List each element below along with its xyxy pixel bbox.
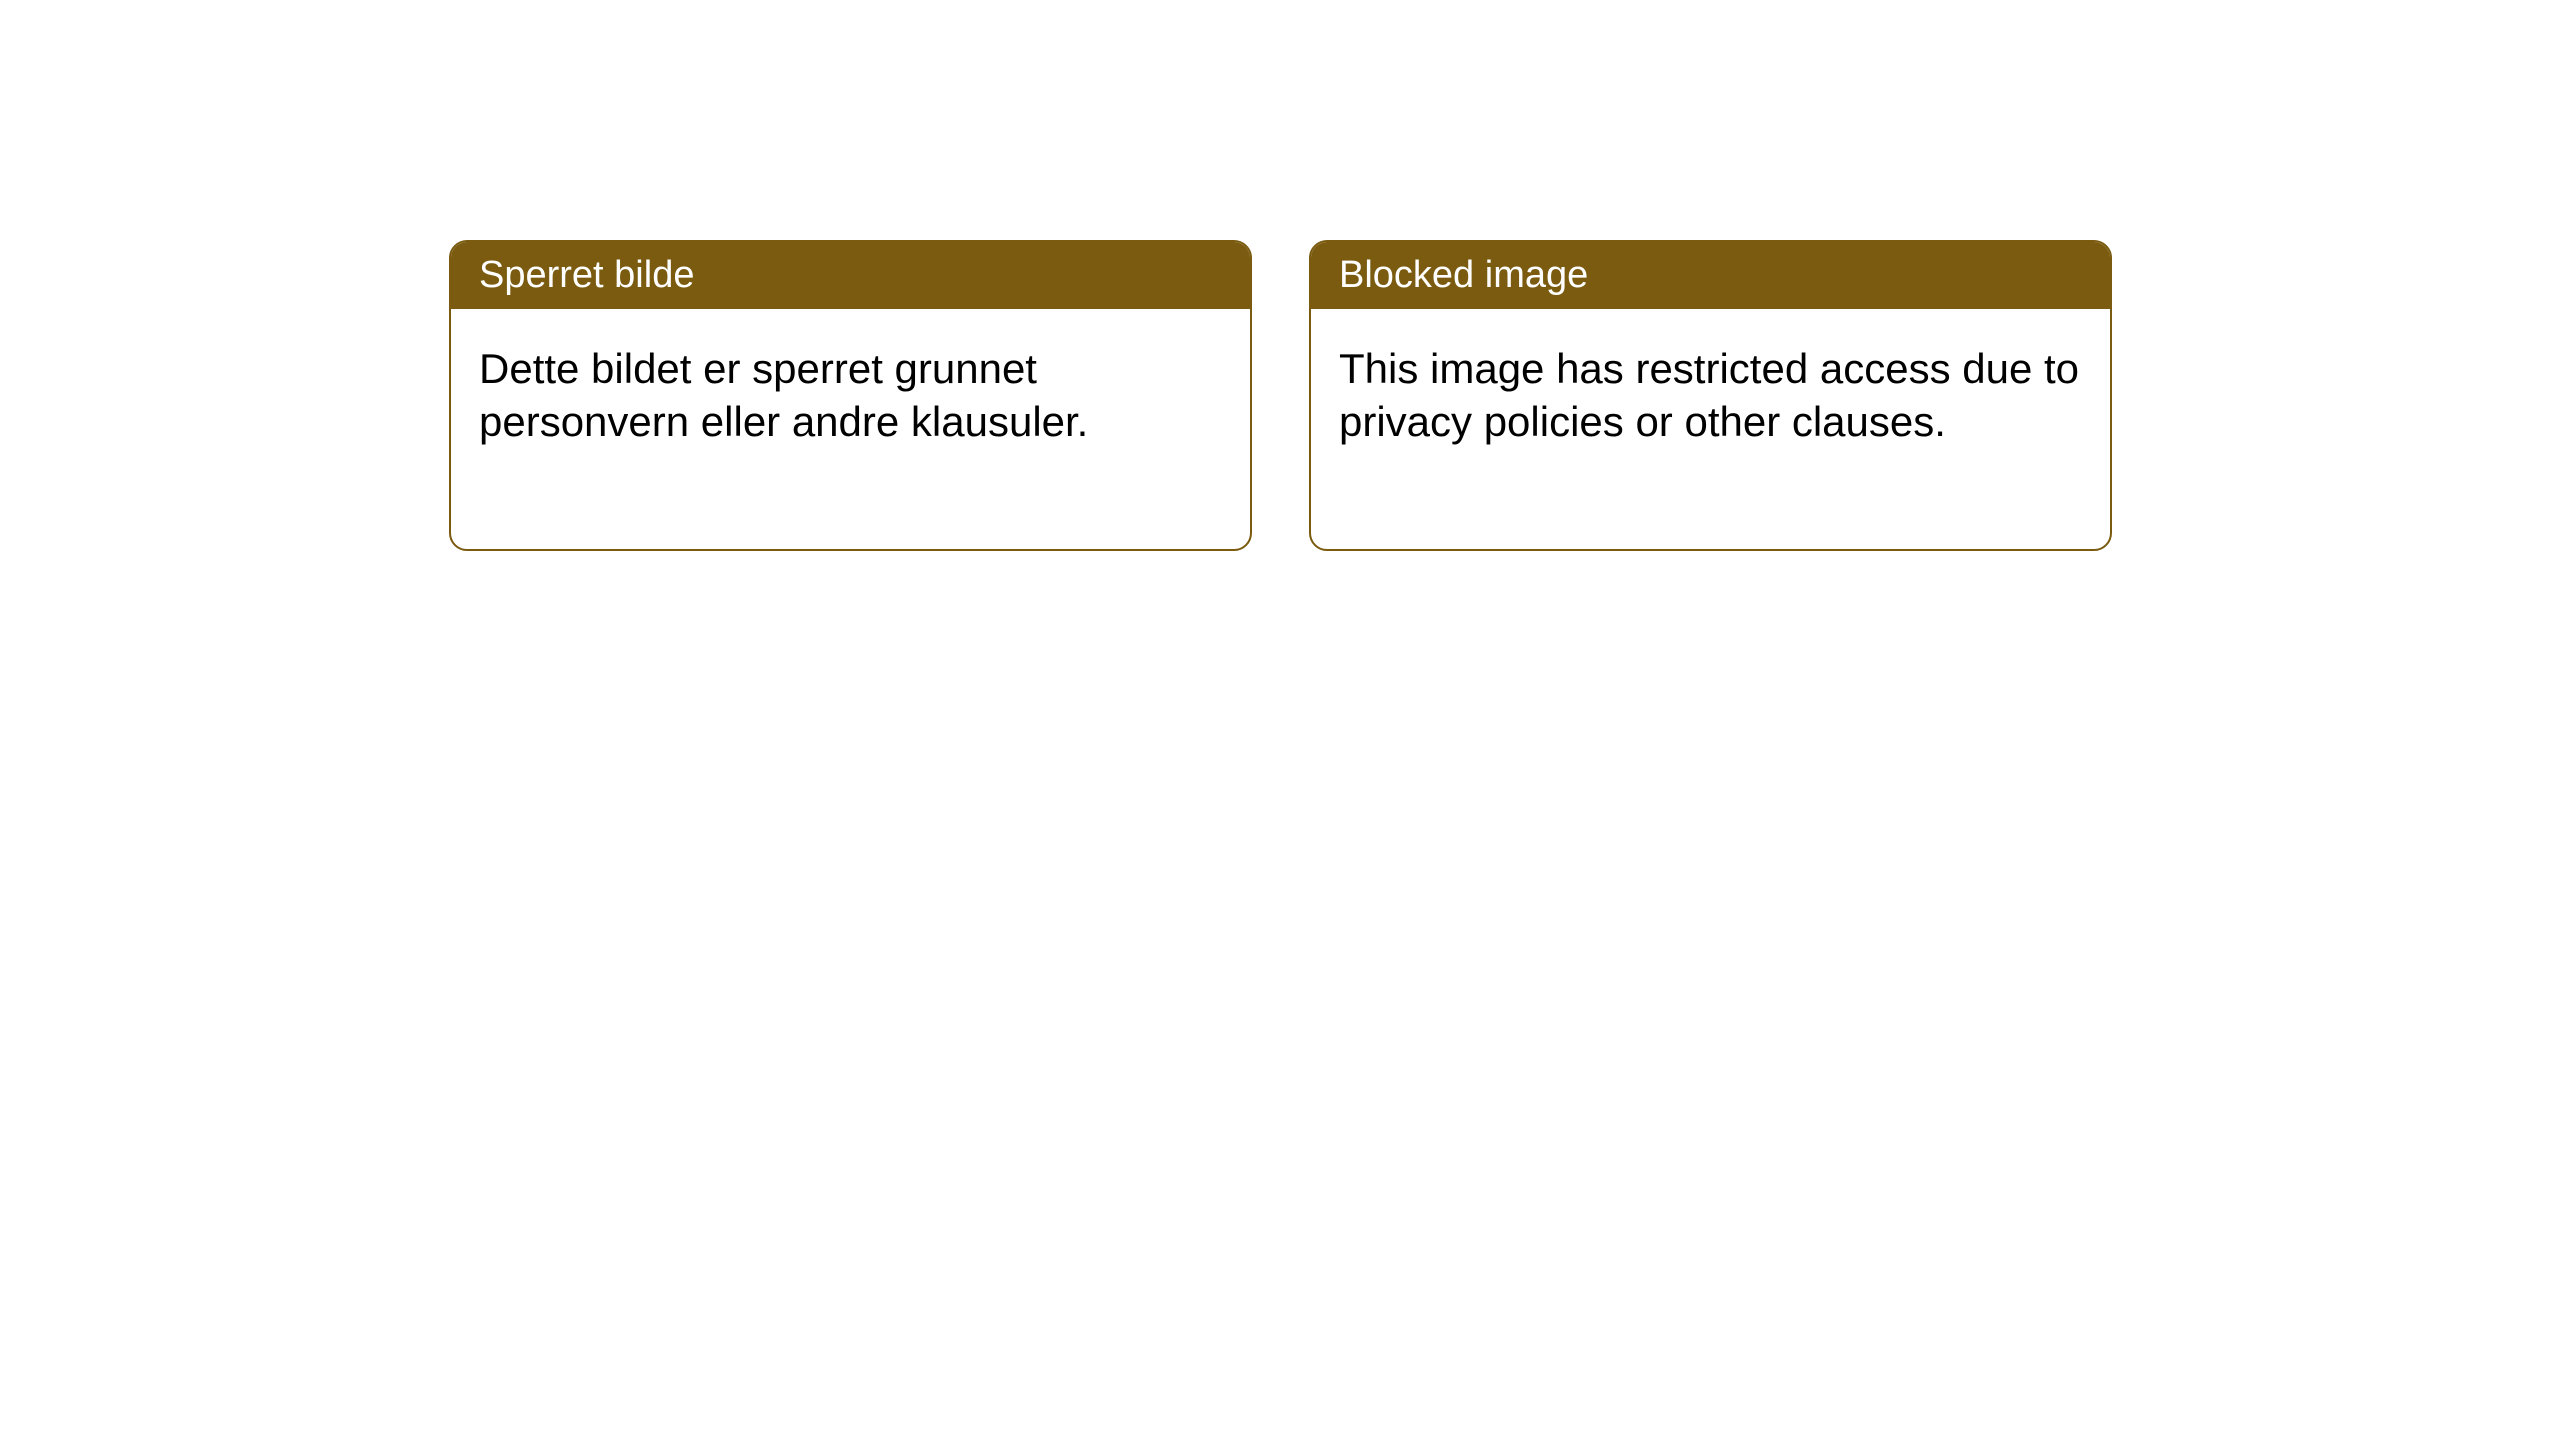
card-body: Dette bildet er sperret grunnet personve… xyxy=(451,309,1250,549)
notice-container: Sperret bilde Dette bildet er sperret gr… xyxy=(449,240,2112,551)
card-header: Sperret bilde xyxy=(451,242,1250,309)
card-body-text: This image has restricted access due to … xyxy=(1339,345,2079,445)
card-title: Blocked image xyxy=(1339,254,1588,296)
card-header: Blocked image xyxy=(1311,242,2110,309)
notice-card-norwegian: Sperret bilde Dette bildet er sperret gr… xyxy=(449,240,1252,551)
notice-card-english: Blocked image This image has restricted … xyxy=(1309,240,2112,551)
card-body: This image has restricted access due to … xyxy=(1311,309,2110,549)
card-title: Sperret bilde xyxy=(479,254,694,296)
card-body-text: Dette bildet er sperret grunnet personve… xyxy=(479,345,1088,445)
